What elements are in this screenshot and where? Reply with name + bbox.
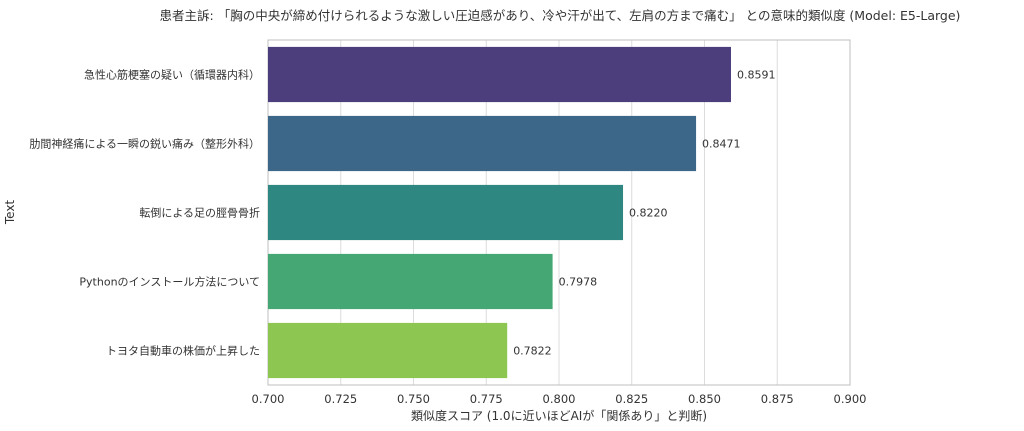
x-tick-label: 0.875	[761, 392, 794, 406]
data-label: 0.7978	[559, 276, 598, 289]
y-tick-label: トヨタ自動車の株価が上昇した	[106, 344, 260, 358]
data-label: 0.8220	[629, 207, 668, 220]
bars	[268, 46, 731, 379]
y-tick-label: 急性心筋梗塞の疑い（循環器内科）	[84, 68, 260, 82]
x-tick-label: 0.775	[470, 392, 503, 406]
x-tick-label: 0.825	[615, 392, 648, 406]
x-tick-label: 0.900	[834, 392, 867, 406]
x-tick-label: 0.850	[688, 392, 721, 406]
x-tick-label: 0.700	[252, 392, 285, 406]
bar	[268, 46, 731, 103]
bar	[268, 253, 553, 310]
y-tick-label: 肋間神経痛による一瞬の鋭い痛み（整形外科）	[29, 137, 260, 151]
labels: 0.700 0.725 0.750 0.775 0.800 0.825 0.850 0.875…	[29, 68, 866, 407]
chart-title: 患者主訴: 「胸の中央が締め付けられるような激しい圧迫感があり、冷や汗が出て、左…	[160, 8, 961, 23]
x-tick-label: 0.725	[324, 392, 357, 406]
data-label: 0.8591	[737, 69, 776, 82]
x-tick-label: 0.800	[543, 392, 576, 406]
y-tick-label: Pythonのインストール方法について	[79, 275, 260, 289]
bar	[268, 322, 508, 379]
data-label: 0.7822	[513, 345, 552, 358]
y-tick-label: 転倒による足の脛骨骨折	[139, 206, 260, 220]
bar	[268, 115, 697, 172]
x-axis-label: 類似度スコア (1.0に近いほどAIが「関係あり」と判断)	[411, 408, 707, 423]
y-axis-label: Text	[3, 200, 17, 226]
data-label: 0.8471	[702, 138, 741, 151]
bar	[268, 184, 624, 241]
x-tick-label: 0.750	[397, 392, 430, 406]
